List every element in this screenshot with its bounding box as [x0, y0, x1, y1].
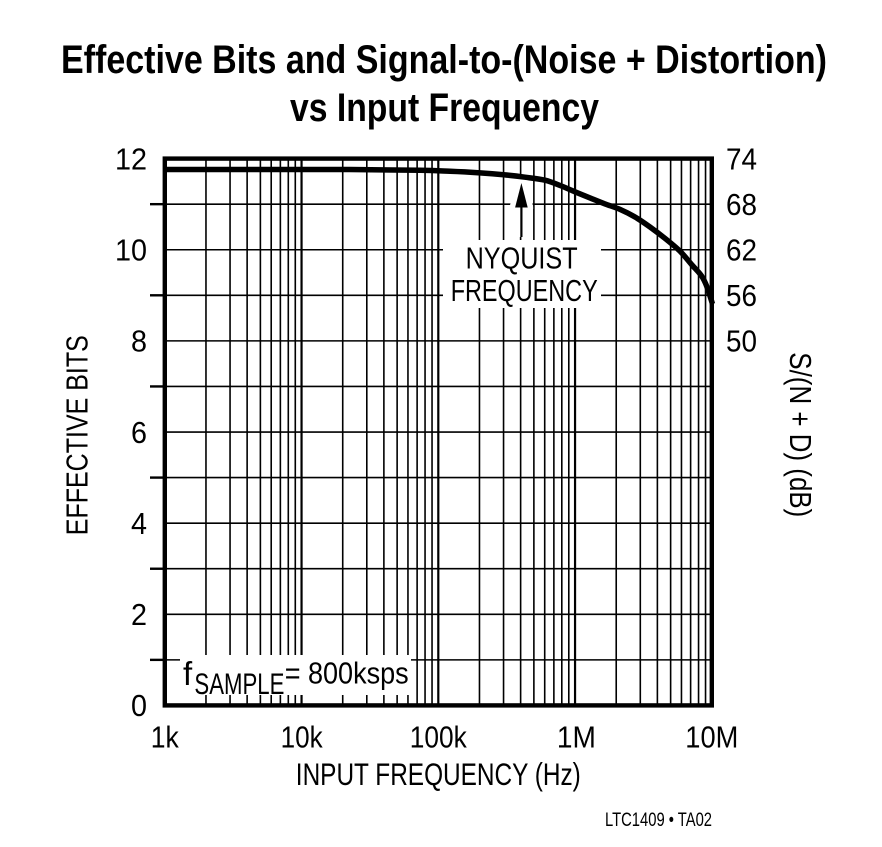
svg-text:10: 10 — [115, 234, 147, 268]
svg-text:f: f — [183, 655, 193, 692]
svg-text:2: 2 — [131, 598, 147, 632]
svg-text:S/(N + D) (dB): S/(N + D) (dB) — [783, 352, 818, 517]
svg-text:62: 62 — [726, 234, 757, 268]
svg-text:EFFECTIVE BITS: EFFECTIVE BITS — [60, 335, 95, 535]
svg-text:100k: 100k — [410, 719, 467, 754]
svg-text:12: 12 — [115, 142, 147, 176]
svg-text:50: 50 — [726, 325, 757, 359]
svg-text:68: 68 — [726, 188, 757, 222]
svg-text:NYQUIST: NYQUIST — [466, 241, 578, 275]
svg-text:Effective Bits and Signal-to-(: Effective Bits and Signal-to-(Noise + Di… — [61, 38, 827, 82]
svg-text:74: 74 — [726, 142, 757, 176]
svg-text:LTC1409 • TA02: LTC1409 • TA02 — [605, 810, 712, 831]
svg-text:4: 4 — [131, 507, 147, 541]
svg-text:0: 0 — [131, 689, 147, 723]
svg-text:1k: 1k — [151, 719, 179, 754]
svg-text:10M: 10M — [685, 719, 738, 754]
svg-text:6: 6 — [131, 416, 147, 450]
svg-text:8: 8 — [131, 325, 147, 359]
svg-text:FREQUENCY: FREQUENCY — [451, 274, 598, 308]
svg-text:56: 56 — [726, 279, 757, 313]
svg-text:1M: 1M — [557, 719, 596, 754]
svg-text:INPUT FREQUENCY (Hz): INPUT FREQUENCY (Hz) — [296, 756, 581, 792]
svg-text:= 800ksps: = 800ksps — [285, 656, 409, 691]
svg-text:SAMPLE: SAMPLE — [194, 668, 284, 701]
svg-text:10k: 10k — [281, 719, 323, 754]
svg-text:vs Input Frequency: vs Input Frequency — [290, 86, 600, 130]
